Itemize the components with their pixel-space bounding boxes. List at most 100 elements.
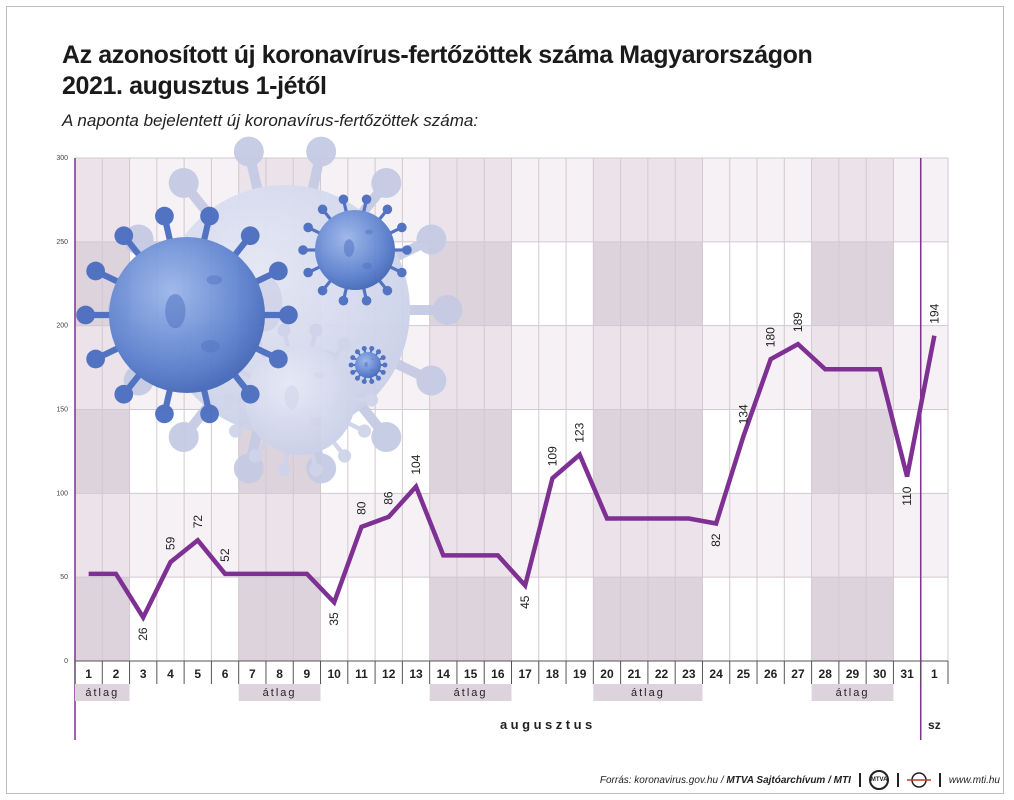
atlag-label: átlag <box>631 687 665 699</box>
x-tick-label: 28 <box>819 667 833 681</box>
virus-spike-tip <box>168 167 199 198</box>
virus-ghost-small <box>221 323 379 477</box>
x-tick-label: 9 <box>304 667 311 681</box>
site-link[interactable]: www.mti.hu <box>948 774 1000 786</box>
virus-spike-tip <box>277 463 291 477</box>
virus-spike-tip <box>382 285 393 296</box>
virus-spot <box>362 262 372 270</box>
virus-spike-tip <box>86 261 106 281</box>
data-label: 189 <box>791 312 805 332</box>
source-bold: MTVA Sajtóarchívum / MTI <box>726 774 851 786</box>
x-tick-label: 21 <box>628 667 642 681</box>
band-cell <box>757 158 785 242</box>
band-cell <box>129 493 157 578</box>
virus-spike-tip <box>114 384 134 404</box>
x-tick-label: 14 <box>437 667 451 681</box>
band-cell <box>238 493 321 578</box>
atlag-label: átlag <box>454 687 488 699</box>
band-cell <box>784 158 812 242</box>
data-label: 180 <box>764 327 778 347</box>
virus-spike-tip <box>364 393 379 407</box>
band-cell <box>347 493 376 578</box>
mti-logo <box>906 771 931 789</box>
y-tick-label: 0 <box>64 658 68 665</box>
virus-blue-medium <box>298 194 412 306</box>
virus-spot <box>365 229 373 235</box>
band-cell <box>702 493 730 578</box>
atlag-band <box>429 684 512 701</box>
x-tick-label: 22 <box>655 667 669 681</box>
virus-spike-tip <box>228 424 243 438</box>
x-tick-label: 10 <box>327 667 341 681</box>
data-label: 59 <box>163 536 177 550</box>
atlag-label: átlag <box>85 687 119 699</box>
title-line-2: 2021. augusztus 1-jétől <box>62 72 327 100</box>
virus-spike-tip <box>337 449 352 463</box>
y-tick-label: 50 <box>60 574 68 581</box>
virus-spike-tip <box>354 349 360 355</box>
data-label: 110 <box>900 486 914 505</box>
virus-spike-tip <box>376 349 382 355</box>
band-cell <box>429 158 512 242</box>
band-cell <box>811 158 894 242</box>
virus-spike-tip <box>357 424 372 438</box>
virus-spike-tip <box>402 245 412 255</box>
month-label-sept: sz <box>928 718 941 732</box>
band-cell <box>566 325 594 410</box>
virus-spike-tip <box>248 449 263 463</box>
virus-spike-tip <box>348 362 354 368</box>
x-tick-label: 1 <box>931 667 938 681</box>
band-cell <box>757 325 785 410</box>
virus-spike-tip <box>382 362 388 368</box>
band-cell <box>920 493 948 578</box>
virus-spike-tip <box>338 295 349 306</box>
virus-spot <box>364 361 368 368</box>
virus-spike-tip <box>369 378 375 384</box>
y-tick-label: 250 <box>56 239 68 246</box>
band-cell <box>811 241 894 326</box>
data-label: 52 <box>218 548 232 562</box>
x-tick-label: 20 <box>600 667 614 681</box>
virus-spike-tip <box>268 349 288 369</box>
virus-spike-tip <box>380 355 386 361</box>
data-label: 194 <box>927 303 941 323</box>
virus-spike-tip <box>361 194 372 205</box>
band-cell <box>511 493 539 578</box>
virus-spike-tip <box>306 136 337 167</box>
band-cell <box>729 325 758 410</box>
series-line <box>88 335 937 623</box>
band-cell <box>702 158 730 242</box>
band-cell <box>811 577 894 661</box>
x-tick-label: 4 <box>167 667 174 681</box>
band-cell <box>893 325 921 410</box>
data-label: 104 <box>409 454 423 474</box>
grid-lines <box>74 157 949 662</box>
band-cell <box>811 409 894 494</box>
band-cell <box>702 325 730 410</box>
band-cell <box>538 158 567 242</box>
virus-spike-tip <box>376 375 382 381</box>
band-cell <box>811 493 894 578</box>
x-tick-label: 24 <box>709 667 723 681</box>
band-cell <box>538 325 567 410</box>
x-tick-label: 6 <box>222 667 229 681</box>
x-tick-label: 18 <box>546 667 560 681</box>
virus-spike-tip <box>361 378 367 384</box>
data-label: 123 <box>573 422 587 442</box>
virus-spike-tip <box>86 349 106 369</box>
chart-frame <box>6 6 1004 794</box>
band-cell <box>566 493 594 578</box>
series-line-group <box>88 335 937 623</box>
virus-spot <box>343 239 355 257</box>
band-cell <box>184 493 212 578</box>
x-tick-label: 23 <box>682 667 696 681</box>
data-labels: 26 59 72 52 35 80 86 104 45 109 123 82 134 180 189 110 1… <box>136 303 941 640</box>
x-tick-label: 15 <box>464 667 478 681</box>
x-tick-label: 11 <box>355 667 368 681</box>
y-tick-label: 100 <box>56 490 68 497</box>
source-text: Forrás: koronavirus.gov.hu / MTVA Sajtóa… <box>600 775 851 786</box>
data-label: 82 <box>709 533 723 547</box>
data-label: 72 <box>191 515 205 529</box>
virus-spike-tip <box>240 226 260 246</box>
